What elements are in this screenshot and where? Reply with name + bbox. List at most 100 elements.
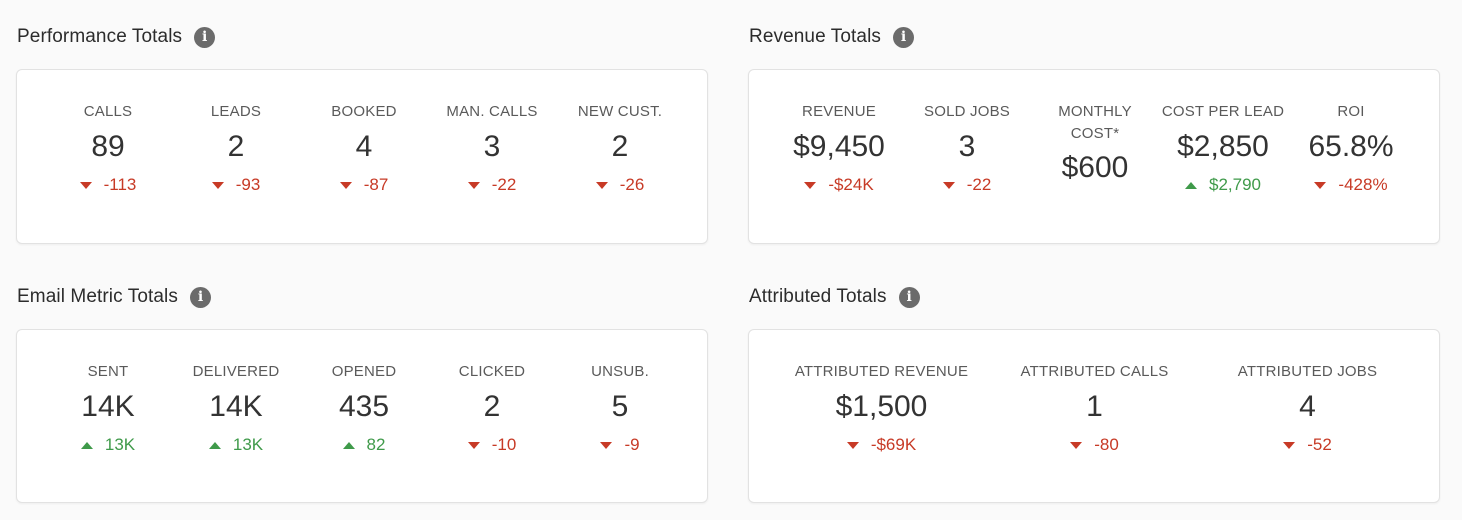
metric-delta: 82 — [342, 434, 385, 456]
triangle-down-icon — [1283, 441, 1296, 449]
metric-opened: OPENED 435 82 — [300, 361, 428, 456]
metric-value: 1 — [1086, 390, 1103, 423]
info-icon[interactable]: i — [893, 26, 915, 48]
metric-delta: -52 — [1283, 434, 1332, 456]
performance-totals-card: CALLS 89 -113 LEADS 2 -93 BOOKED 4 -87 M… — [16, 69, 708, 244]
revenue-totals-card: REVENUE $9,450 -$24K SOLD JOBS 3 -22 MON… — [748, 69, 1440, 244]
email-metric-totals-card: SENT 14K 13K DELIVERED 14K 13K OPENED 43… — [16, 329, 708, 503]
metric-delta: -10 — [467, 434, 516, 456]
metric-cost-per-lead: COST PER LEAD $2,850 $2,790 — [1159, 101, 1287, 196]
email-metric-totals-section: Email Metric Totals i — [17, 285, 211, 309]
metric-delta: -9 — [600, 434, 640, 456]
metric-label: MAN. CALLS — [446, 103, 538, 120]
metric-value: $9,450 — [793, 130, 885, 163]
metric-monthly-cost: MONTHLY COST* $600 — [1031, 101, 1159, 187]
metric-delta: $2,790 — [1185, 174, 1261, 196]
revenue-totals-section: Revenue Totals i — [749, 25, 915, 49]
triangle-up-icon — [80, 441, 93, 449]
metric-value: 65.8% — [1308, 130, 1394, 163]
metric-delta: -87 — [339, 174, 388, 196]
section-title: Performance Totals — [17, 26, 183, 47]
metric-value: 3 — [958, 130, 976, 163]
metric-attributed-calls: ATTRIBUTED CALLS 1 -80 — [988, 361, 1201, 456]
metric-unsub: UNSUB. 5 -9 — [556, 361, 684, 456]
metric-delta: -26 — [595, 174, 644, 196]
metric-delta: -$24K — [804, 174, 874, 196]
triangle-down-icon — [467, 441, 480, 449]
triangle-down-icon — [211, 181, 224, 189]
metric-roi: ROI 65.8% -428% — [1287, 101, 1415, 196]
metric-new-cust: NEW CUST. 2 -26 — [556, 101, 684, 196]
metric-man-calls: MAN. CALLS 3 -22 — [428, 101, 556, 196]
attributed-totals-section: Attributed Totals i — [749, 285, 920, 309]
info-icon[interactable]: i — [898, 286, 920, 308]
metric-delta: 13K — [208, 434, 263, 456]
triangle-up-icon — [208, 441, 221, 449]
section-title: Revenue Totals — [749, 26, 882, 47]
triangle-down-icon — [804, 181, 817, 189]
metric-clicked: CLICKED 2 -10 — [428, 361, 556, 456]
metric-delta: -22 — [942, 174, 991, 196]
triangle-up-icon — [1185, 181, 1197, 189]
metric-value: 2 — [611, 130, 629, 163]
triangle-down-icon — [595, 181, 608, 189]
performance-totals-section: Performance Totals i — [17, 25, 216, 49]
metric-delta: 13K — [80, 434, 135, 456]
metric-label: ATTRIBUTED REVENUE — [794, 363, 969, 380]
metric-sold-jobs: SOLD JOBS 3 -22 — [903, 101, 1031, 196]
metric-value: $600 — [1061, 151, 1129, 184]
metric-attributed-jobs: ATTRIBUTED JOBS 4 -52 — [1201, 361, 1414, 456]
metric-leads: LEADS 2 -93 — [172, 101, 300, 196]
section-title: Attributed Totals — [749, 286, 887, 307]
section-title: Email Metric Totals — [17, 286, 178, 307]
metric-label: UNSUB. — [591, 363, 649, 380]
triangle-down-icon — [942, 181, 955, 189]
performance-totals-header: Performance Totals i — [17, 25, 216, 49]
metric-label: ROI — [1337, 103, 1365, 120]
revenue-totals-header: Revenue Totals i — [749, 25, 915, 49]
metric-value: $2,850 — [1177, 130, 1269, 163]
info-icon[interactable]: i — [189, 286, 211, 308]
attributed-totals-header: Attributed Totals i — [749, 285, 920, 309]
metric-label: BOOKED — [331, 103, 397, 120]
metric-label: CLICKED — [458, 363, 526, 380]
metric-value: 4 — [1299, 390, 1316, 423]
attributed-totals-card: ATTRIBUTED REVENUE $1,500 -$69K ATTRIBUT… — [748, 329, 1440, 503]
metric-value: 3 — [483, 130, 501, 163]
metric-delta: -$69K — [846, 434, 916, 456]
triangle-down-icon — [600, 441, 613, 449]
metric-calls: CALLS 89 -113 — [44, 101, 172, 196]
metric-attributed-revenue: ATTRIBUTED REVENUE $1,500 -$69K — [775, 361, 988, 456]
metric-value: 435 — [338, 390, 390, 423]
metric-value: $1,500 — [835, 390, 928, 423]
metric-label: LEADS — [210, 103, 262, 120]
metric-delta: -80 — [1070, 434, 1119, 456]
metric-revenue: REVENUE $9,450 -$24K — [775, 101, 903, 196]
metric-label: MONTHLY COST* — [1058, 103, 1132, 142]
triangle-down-icon — [846, 441, 859, 449]
metric-label: DELIVERED — [192, 363, 280, 380]
triangle-down-icon — [1314, 181, 1327, 189]
metric-label: ATTRIBUTED JOBS — [1237, 363, 1378, 380]
metric-delta: -113 — [79, 174, 136, 196]
metric-value: 2 — [483, 390, 501, 423]
metric-booked: BOOKED 4 -87 — [300, 101, 428, 196]
metric-value: 5 — [611, 390, 629, 423]
metric-label: SOLD JOBS — [924, 103, 1010, 120]
metric-value: 14K — [209, 390, 263, 423]
info-icon[interactable]: i — [194, 26, 216, 48]
triangle-down-icon — [1070, 441, 1083, 449]
metric-label: ATTRIBUTED CALLS — [1020, 363, 1169, 380]
triangle-down-icon — [79, 181, 92, 189]
email-metric-totals-header: Email Metric Totals i — [17, 285, 211, 309]
metric-label: REVENUE — [802, 103, 876, 120]
metric-label: SENT — [87, 363, 129, 380]
metric-label: CALLS — [83, 103, 133, 120]
metric-label: COST PER LEAD — [1161, 103, 1285, 120]
triangle-up-icon — [342, 441, 355, 449]
triangle-down-icon — [339, 181, 352, 189]
metric-delta: -22 — [467, 174, 516, 196]
metric-delta: -428% — [1314, 174, 1388, 196]
metric-delta: -93 — [211, 174, 260, 196]
metric-sent: SENT 14K 13K — [44, 361, 172, 456]
